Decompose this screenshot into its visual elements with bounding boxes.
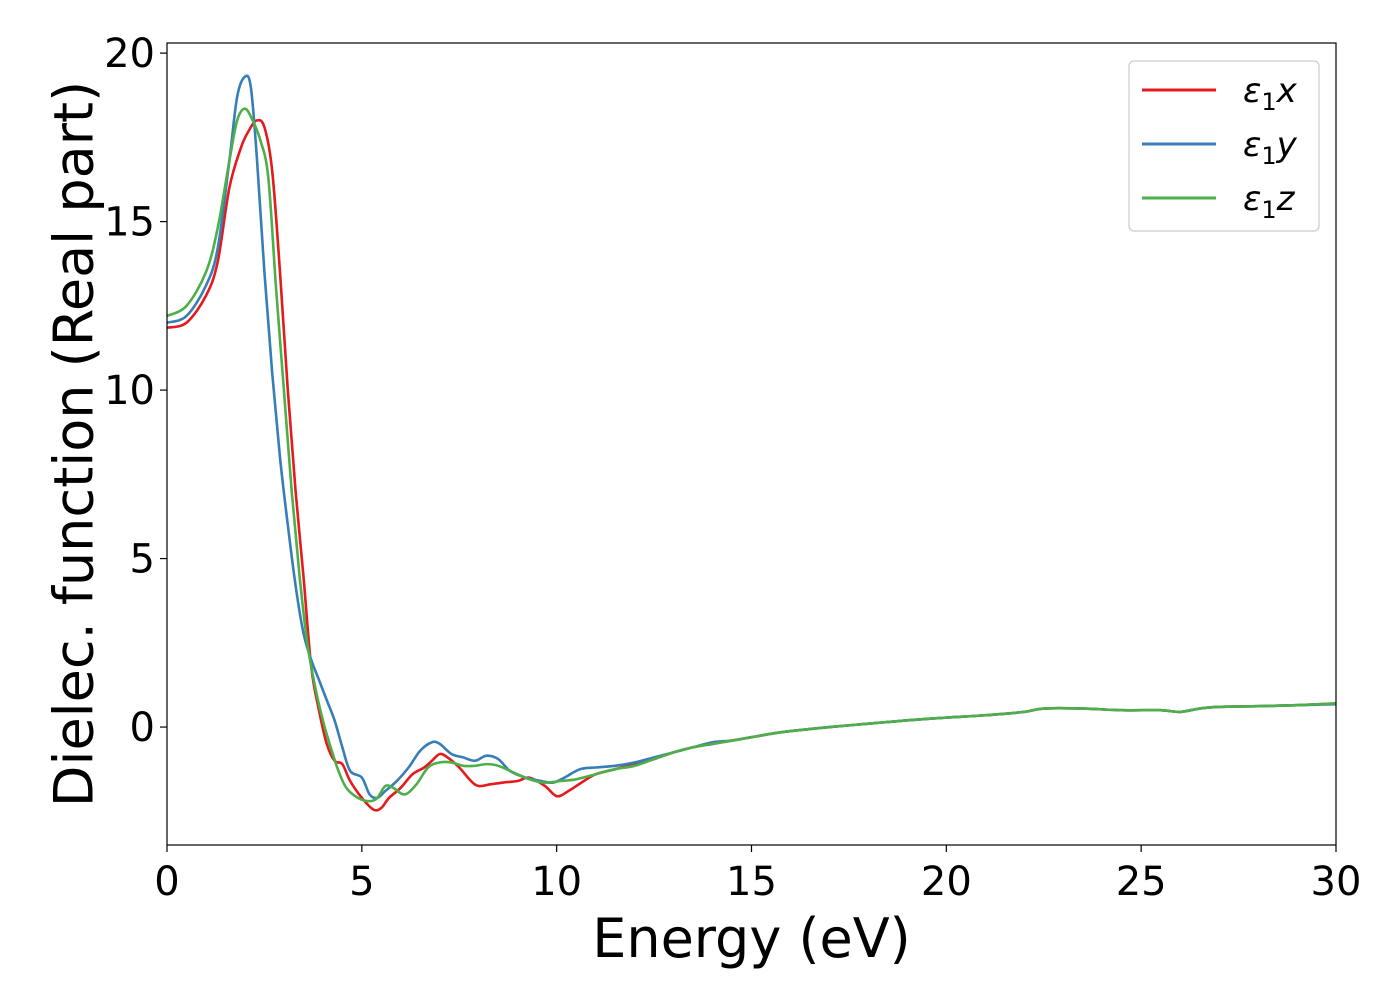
legend-label-symbol: ε <box>1243 179 1261 219</box>
legend-label-symbol: ε <box>1243 125 1261 165</box>
x-axis-label: Energy (eV) <box>592 907 911 970</box>
x-tick-label: 30 <box>1311 859 1362 905</box>
y-axis-ticks: 0 5 10 15 20 <box>104 31 167 751</box>
legend-label-subscript: 1 <box>1261 88 1276 116</box>
y-tick-label: 15 <box>104 200 155 246</box>
x-tick-label: 15 <box>726 859 777 905</box>
y-tick-label: 20 <box>104 31 155 77</box>
legend-label-symbol: ε <box>1243 71 1261 111</box>
legend-label: ε1x <box>1243 71 1298 116</box>
y-tick-label: 5 <box>130 537 155 583</box>
x-tick-label: 0 <box>154 859 179 905</box>
y-tick-label: 0 <box>130 705 155 751</box>
series-line-3 <box>167 107 1336 803</box>
y-axis-label: Dielec. function (Real part) <box>43 81 106 807</box>
legend-box <box>1128 60 1320 232</box>
y-tick-label: 10 <box>104 368 155 414</box>
legend-label-subscript: 1 <box>1261 142 1276 170</box>
legend-label: ε1y <box>1243 125 1298 170</box>
plot-lines <box>167 74 1336 812</box>
x-tick-label: 5 <box>349 859 374 905</box>
legend-label-suffix: z <box>1276 179 1296 219</box>
legend-label-subscript: 1 <box>1261 196 1276 224</box>
x-tick-label: 25 <box>1116 859 1167 905</box>
legend-label-suffix: x <box>1276 71 1298 111</box>
legend-label: ε1z <box>1243 179 1296 224</box>
x-tick-label: 10 <box>531 859 582 905</box>
x-tick-label: 20 <box>921 859 972 905</box>
legend-label-suffix: y <box>1276 125 1298 165</box>
x-axis-ticks: 0 5 10 15 20 25 30 <box>154 845 1361 905</box>
